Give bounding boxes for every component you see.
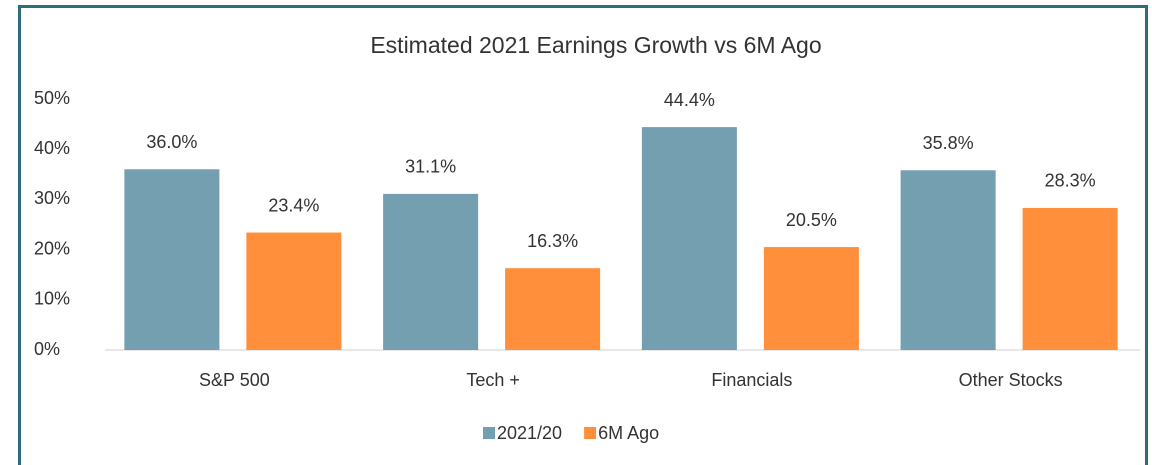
bar [246,232,342,350]
value-label: 36.0% [146,132,197,152]
y-tick-label: 0% [34,339,60,359]
legend-swatch [483,427,495,439]
bar [383,193,479,350]
bar [763,247,859,350]
legend-label: 2021/20 [497,423,562,443]
y-tick-label: 20% [34,238,70,258]
y-tick-label: 40% [34,138,70,158]
legend-label: 6M Ago [598,423,659,443]
value-label: 31.1% [405,157,456,177]
value-label: 20.5% [786,210,837,230]
value-label: 23.4% [268,195,319,215]
bar [505,268,601,350]
x-tick-label: Financials [711,370,792,390]
y-tick-label: 10% [34,289,70,309]
y-tick-label: 50% [34,88,70,108]
value-label: 16.3% [527,231,578,251]
value-label: 35.8% [923,133,974,153]
bar [900,170,996,350]
value-label: 28.3% [1045,171,1096,191]
frame [18,5,1148,465]
x-tick-label: Tech + [466,370,520,390]
x-tick-label: Other Stocks [959,370,1063,390]
bar [124,169,220,350]
bar [641,127,737,350]
value-label: 44.4% [664,90,715,110]
bar [1022,207,1118,350]
x-tick-label: S&P 500 [199,370,270,390]
legend-swatch [584,427,597,439]
chart-title: Estimated 2021 Earnings Growth vs 6M Ago [370,32,821,58]
y-tick-label: 30% [34,188,70,208]
